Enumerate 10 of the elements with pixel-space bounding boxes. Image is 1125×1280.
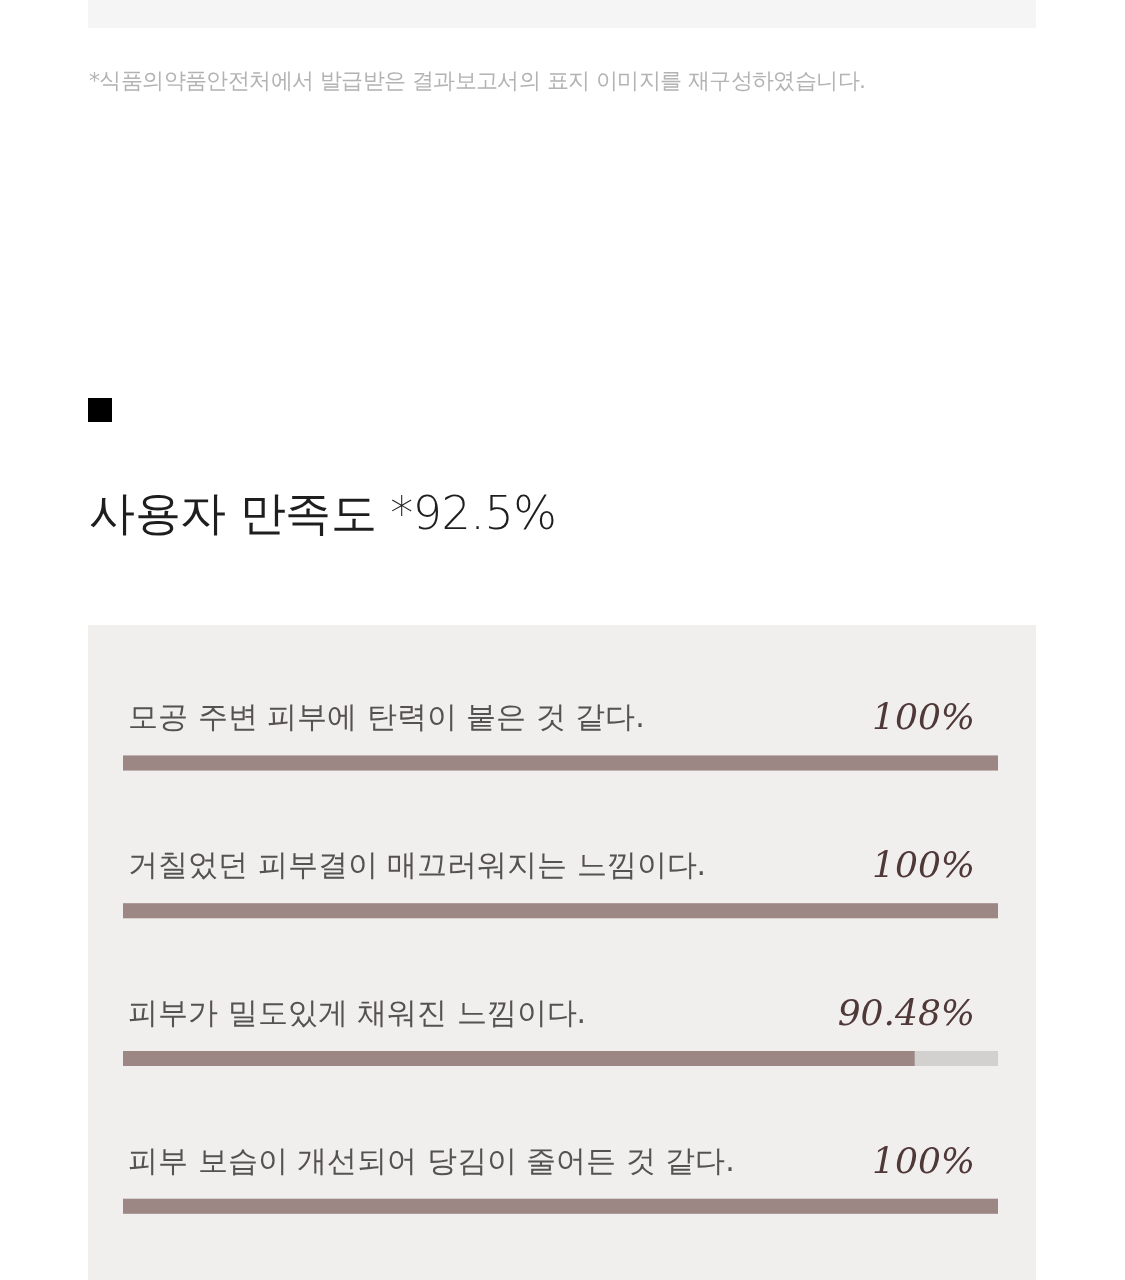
data-label: 90.48%: [837, 991, 975, 1033]
text: *식품의약품안전처에서 발급받은 결과보고서의 표지 이미지를 재구성하였습니다.: [89, 67, 866, 95]
y-tick-label: 피부 보습이 개선되어 당김이 줄어든 것 같다.: [128, 1142, 735, 1178]
y-tick-label: 피부가 밀도있게 채워진 느낌이다.: [128, 994, 587, 1030]
chart-title: 사용자 만족도 *92.5%: [89, 485, 557, 542]
y-tick-label: 모공 주변 피부에 탄력이 붙은 것 같다.: [128, 699, 645, 735]
data-label: 100%: [872, 1139, 975, 1181]
y-tick-label: 거칠었던 피부결이 매끄러워지는 느낌이다.: [128, 847, 707, 883]
data-label: 100%: [872, 844, 975, 886]
data-label: 100%: [872, 696, 975, 738]
